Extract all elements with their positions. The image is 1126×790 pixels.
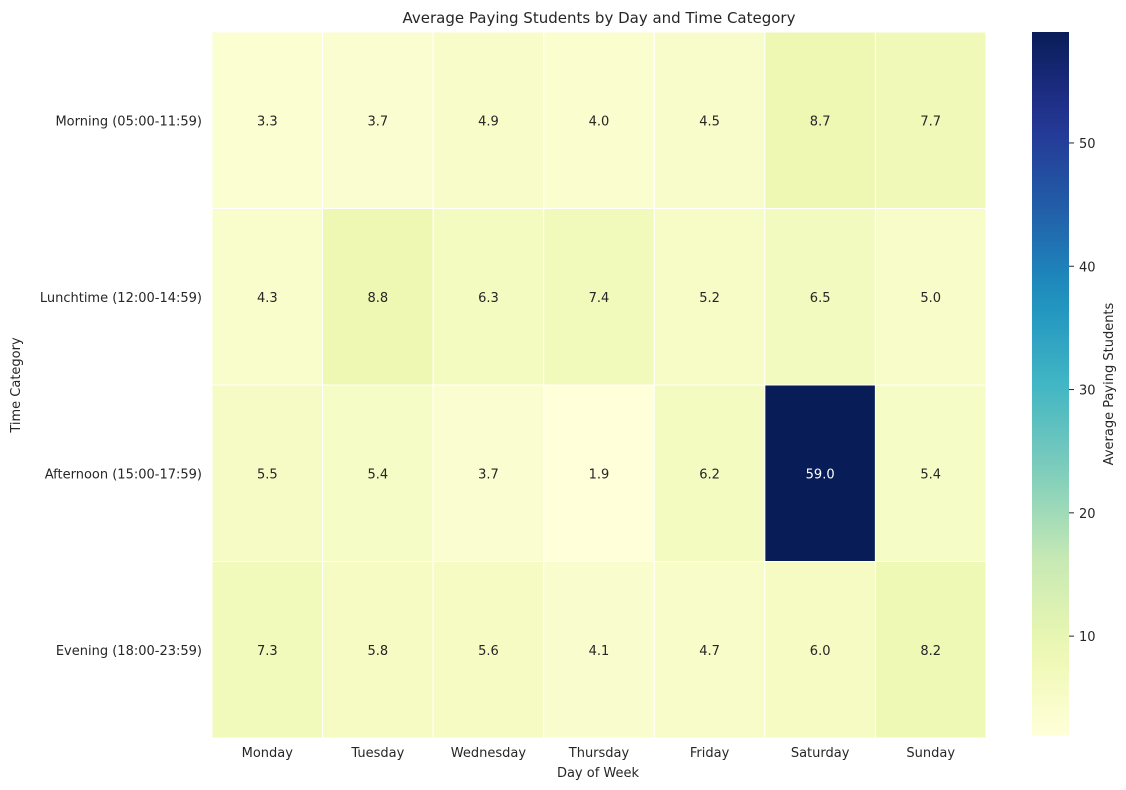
heatmap-cell: [764, 31, 876, 209]
heatmap-cell: [211, 384, 324, 562]
heatmap-cell: [764, 561, 876, 739]
colorbar-tick-label: 30: [1079, 384, 1096, 399]
y-tick-label: Afternoon (15:00-17:59): [45, 467, 202, 482]
cell-value-label: 5.2: [699, 291, 720, 306]
x-axis-ticks: Monday Tuesday Wednesday Thursday Friday Satu…: [242, 746, 956, 761]
colorbar: [1032, 32, 1069, 736]
x-tick-label: Friday: [690, 746, 730, 761]
cell-value-label: 8.2: [920, 644, 941, 659]
x-tick-label: Sunday: [906, 746, 955, 761]
cell-value-label: 8.8: [368, 291, 389, 306]
colorbar-ticks: 10 20 30 40 50: [1069, 137, 1096, 645]
heatmap-cell: [432, 208, 545, 386]
heatmap-cell: [211, 208, 324, 386]
cell-value-label: 5.0: [920, 291, 941, 306]
cell-value-label: 6.0: [810, 644, 831, 659]
heatmap-cell: [322, 384, 434, 562]
x-tick-label: Monday: [242, 746, 294, 761]
cell-value-label: 6.3: [478, 291, 499, 306]
colorbar-tick-label: 20: [1079, 507, 1096, 522]
cell-value-label: 5.8: [368, 644, 389, 659]
heatmap-cell: [653, 31, 766, 209]
cell-value-label: 5.4: [920, 467, 941, 482]
cell-value-label: 6.2: [699, 467, 720, 482]
heatmap-cell: [764, 384, 876, 562]
cell-value-label: 5.4: [368, 467, 389, 482]
heatmap-cell: [543, 561, 655, 739]
x-tick-label: Tuesday: [350, 746, 404, 761]
cell-value-label: 4.3: [257, 291, 278, 306]
heatmap-cell: [543, 384, 655, 562]
cell-value-label: 4.1: [589, 644, 610, 659]
cell-value-label: 4.9: [478, 114, 499, 129]
cell-value-label: 4.7: [699, 644, 720, 659]
heatmap-cell: [543, 31, 655, 209]
x-tick-label: Saturday: [791, 746, 850, 761]
cell-value-label: 5.6: [478, 644, 499, 659]
colorbar-tick-label: 40: [1079, 260, 1096, 275]
heatmap-cells: [211, 31, 987, 739]
y-tick-label: Morning (05:00-11:59): [55, 114, 202, 129]
y-axis-label: Time Category: [9, 337, 24, 434]
cell-value-label: 8.7: [810, 114, 831, 129]
cell-value-label: 5.5: [257, 467, 278, 482]
heatmap-cell: [322, 31, 434, 209]
x-tick-label: Wednesday: [451, 746, 527, 761]
cell-value-label: 6.5: [810, 291, 831, 306]
x-tick-label: Thursday: [568, 746, 630, 761]
cell-value-label: 7.3: [257, 644, 278, 659]
y-tick-label: Lunchtime (12:00-14:59): [40, 291, 202, 306]
heatmap-cell: [211, 31, 324, 209]
heatmap-cell: [432, 384, 545, 562]
heatmap-cell: [653, 208, 766, 386]
heatmap-cell: [874, 384, 987, 562]
colorbar-tick-label: 50: [1079, 137, 1096, 152]
heatmap-cell: [653, 384, 766, 562]
heatmap-cell: [322, 561, 434, 739]
cell-value-label: 7.4: [589, 291, 610, 306]
cell-value-label: 1.9: [589, 467, 610, 482]
heatmap-cell: [432, 31, 545, 209]
y-tick-label: Evening (18:00-23:59): [56, 644, 202, 659]
y-axis-ticks: Morning (05:00-11:59) Lunchtime (12:00-14…: [40, 114, 202, 659]
heatmap-cell-labels: 3.3 3.7 4.9 4.0 4.5 8.7 7.7 4.3 8.8 6.3 7.4 5.2 6.5 5…: [257, 114, 941, 659]
cell-value-label: 3.7: [368, 114, 389, 129]
colorbar-label: Average Paying Students: [1102, 302, 1117, 465]
heatmap-cell: [874, 561, 987, 739]
heatmap-cell: [874, 208, 987, 386]
chart-title: Average Paying Students by Day and Time …: [403, 9, 796, 27]
cell-value-label: 4.0: [589, 114, 610, 129]
cell-value-label: 7.7: [920, 114, 941, 129]
heatmap-cell: [764, 208, 876, 386]
cell-value-label: 3.3: [257, 114, 278, 129]
colorbar-tick-label: 10: [1079, 630, 1096, 645]
cell-value-label: 3.7: [478, 467, 499, 482]
cell-value-label: 4.5: [699, 114, 720, 129]
cell-value-label: 59.0: [806, 467, 835, 482]
heatmap-cell: [211, 561, 324, 739]
x-axis-label: Day of Week: [557, 766, 640, 781]
